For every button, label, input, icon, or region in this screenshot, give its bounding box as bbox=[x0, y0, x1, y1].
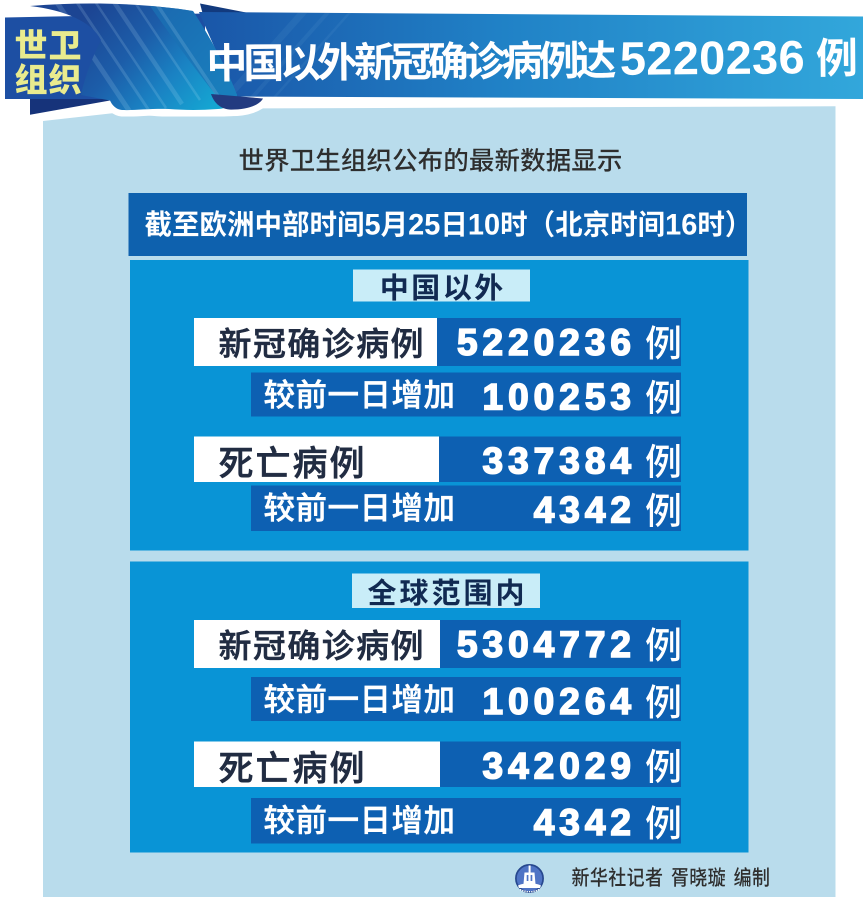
svg-text:5220236: 5220236 bbox=[620, 30, 805, 84]
svg-text:16: 16 bbox=[665, 208, 697, 242]
svg-text:5304772: 5304772 bbox=[457, 624, 636, 665]
svg-text:4342: 4342 bbox=[534, 802, 636, 843]
svg-text:25: 25 bbox=[408, 208, 440, 242]
svg-text:5: 5 bbox=[365, 208, 381, 242]
svg-text:100253: 100253 bbox=[483, 377, 636, 418]
svg-text:10: 10 bbox=[468, 208, 500, 242]
svg-text:100264: 100264 bbox=[483, 681, 636, 722]
svg-text:5220236: 5220236 bbox=[457, 322, 636, 363]
svg-text:337384: 337384 bbox=[483, 441, 636, 482]
svg-text:4342: 4342 bbox=[534, 490, 636, 531]
svg-text:342029: 342029 bbox=[483, 746, 636, 787]
